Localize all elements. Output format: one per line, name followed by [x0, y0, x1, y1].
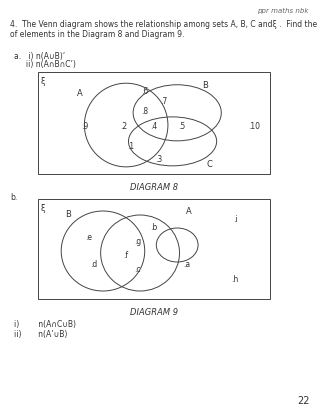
Text: b.: b.: [10, 192, 17, 202]
Text: 22: 22: [298, 395, 310, 405]
Text: A: A: [77, 89, 83, 97]
Text: .d: .d: [90, 260, 97, 269]
Text: .9: .9: [81, 121, 88, 130]
Text: DIAGRAM 8: DIAGRAM 8: [130, 183, 178, 192]
Text: ppr maths nbk: ppr maths nbk: [257, 8, 308, 14]
Text: .g: .g: [134, 237, 141, 246]
Text: ii)       n(A’∪B): ii) n(A’∪B): [14, 329, 68, 338]
Text: ξ: ξ: [41, 77, 46, 86]
Text: .c: .c: [134, 265, 141, 274]
Bar: [38, 73, 270, 175]
Text: .h: .h: [232, 275, 239, 284]
Text: .b: .b: [150, 223, 158, 232]
Text: B: B: [65, 210, 71, 219]
Text: .2: .2: [120, 121, 127, 130]
Text: .a: .a: [183, 260, 190, 269]
Text: .6: .6: [141, 87, 148, 96]
Text: .8: .8: [141, 107, 148, 116]
Text: 4.  The Venn diagram shows the relationship among sets A, B, C andξ .  Find the : 4. The Venn diagram shows the relationsh…: [10, 20, 320, 39]
Bar: [38, 199, 270, 299]
Text: .f: .f: [124, 251, 129, 260]
Text: .3: .3: [155, 155, 162, 164]
Text: .e: .e: [85, 233, 92, 242]
Text: .5: .5: [178, 121, 186, 130]
Text: C: C: [207, 160, 212, 169]
Text: .4: .4: [150, 121, 158, 130]
Text: a.   i) n(A∪B)’: a. i) n(A∪B)’: [14, 52, 65, 61]
Text: .7: .7: [160, 97, 167, 106]
Text: ii) n(A∩B∩C’): ii) n(A∩B∩C’): [14, 60, 76, 69]
Text: DIAGRAM 9: DIAGRAM 9: [130, 307, 178, 316]
Text: i)        n(A∩C∪B): i) n(A∩C∪B): [14, 319, 76, 328]
Text: B: B: [202, 81, 208, 90]
Text: .1: .1: [127, 142, 134, 151]
Text: ξ: ξ: [41, 204, 46, 212]
Text: A: A: [186, 207, 192, 216]
Text: .10: .10: [248, 121, 260, 130]
Text: .i: .i: [233, 215, 237, 224]
